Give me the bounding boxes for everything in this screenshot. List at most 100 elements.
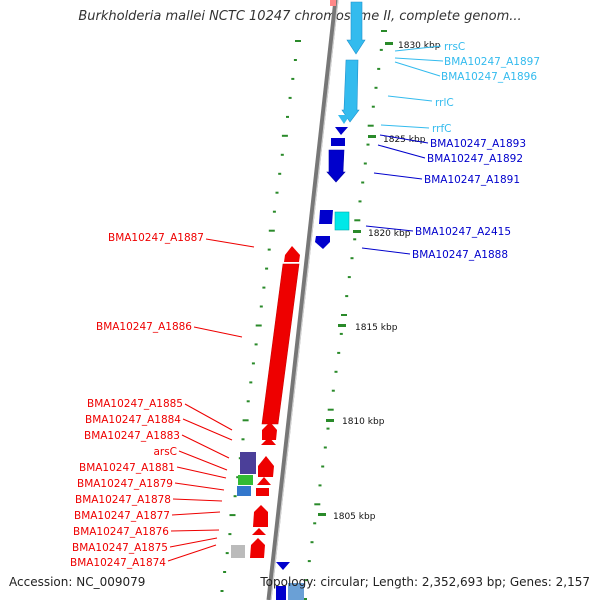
feature-A1892-head [331, 138, 345, 146]
tick-mark [242, 419, 249, 422]
gene-label-rrfC: rrfC [432, 123, 451, 135]
backbone-line [266, 0, 339, 600]
forward-features [276, 0, 366, 600]
tick-mark [321, 465, 325, 468]
feature-top-stub [330, 0, 336, 6]
tick-mark [305, 579, 309, 582]
feature-A1883 [240, 452, 256, 474]
reverse-features [231, 246, 300, 558]
tick-mark [228, 533, 232, 536]
feature-A1878 [237, 486, 251, 496]
gene-label-A1885: BMA10247_A1885 [87, 398, 183, 410]
feature-A1875 [252, 528, 266, 535]
tick-mark [358, 200, 362, 203]
gene-label-A1884: BMA10247_A1884 [85, 414, 181, 426]
gene-label-A1883: BMA10247_A1883 [84, 430, 180, 442]
backbone-highlight [270, 0, 339, 600]
tick-mark [291, 77, 295, 80]
tick-mark [377, 67, 381, 70]
tick-mark [251, 362, 255, 365]
tick-mark [255, 324, 262, 327]
tick-mark [229, 514, 236, 517]
kbp-label-1815: 1815 kbp [355, 323, 398, 333]
tick-mark [354, 219, 361, 222]
tick-mark [223, 571, 227, 573]
gene-label-A1881: BMA10247_A1881 [79, 462, 175, 474]
tick-mark [374, 86, 378, 89]
feature-A1885 [262, 422, 277, 440]
tick-mark [259, 305, 263, 308]
tick-mark [249, 381, 253, 384]
tick-mark [361, 181, 365, 184]
feature-rrsC [346, 1, 366, 55]
gene-label-A1893: BMA10247_A1893 [430, 138, 526, 150]
tick-mark [367, 124, 374, 127]
kbp-major-ticks [318, 42, 393, 516]
tick-mark [265, 267, 269, 270]
feature-A1888 [315, 236, 330, 249]
tick-mark [288, 96, 292, 99]
tick-mark [331, 389, 335, 392]
gene-label-rrsC: rrsC [444, 41, 465, 53]
tick-mark [363, 162, 367, 165]
gene-label-A1878: BMA10247_A1878 [75, 494, 171, 506]
tick-mark [379, 48, 383, 51]
kbp-label-1820: 1820 kbp [368, 229, 411, 239]
feature-A1893 [335, 127, 348, 135]
tick-mark [337, 351, 341, 354]
kbp-label-1810: 1810 kbp [342, 417, 385, 427]
gene-label-A1879: BMA10247_A1879 [77, 478, 173, 490]
tick-mark [233, 495, 237, 498]
tick-mark [318, 484, 322, 487]
tick-mark [313, 522, 317, 525]
tick-mark [339, 332, 343, 335]
tick-mark [341, 314, 347, 316]
left-gene-labels: BMA10247_A1887 BMA10247_A1886 BMA10247_A… [70, 232, 204, 569]
tick-mark [323, 446, 327, 449]
tick-mark [246, 400, 250, 403]
tick-mark [326, 427, 330, 430]
map-title: Burkholderia mallei NCTC 10247 chromosom… [78, 9, 522, 24]
tick-mark [307, 560, 311, 563]
gene-label-A1886: BMA10247_A1886 [96, 321, 192, 333]
tick-mark [268, 229, 275, 232]
gene-label-A1896: BMA10247_A1896 [441, 71, 537, 83]
tick-mark [254, 343, 258, 346]
tick-mark [345, 295, 349, 298]
accession-text: Accession: NC_009079 [9, 575, 146, 589]
right-gene-labels: rrsC BMA10247_A1897 BMA10247_A1896 rrlC … [412, 41, 540, 261]
feature-bottom-fwd-2 [288, 583, 304, 600]
tick-mark [220, 590, 224, 592]
tick-mark [353, 238, 357, 241]
tick-mark [350, 257, 354, 260]
feature-A1892 [326, 149, 346, 183]
feature-A1886 [261, 263, 300, 425]
kbp-label-1825: 1825 kbp [383, 135, 426, 145]
tick-mark [371, 105, 375, 108]
feature-A1881 [238, 475, 253, 485]
gene-label-rrlC: rrlC [435, 97, 454, 109]
tick-mark [295, 40, 301, 42]
tick-mark [225, 552, 229, 555]
tick-mark [327, 408, 334, 411]
right-leader-lines [361, 45, 444, 255]
tick-mark [278, 172, 282, 175]
kbp-label-1830: 1830 kbp [398, 41, 441, 51]
gene-label-A1877: BMA10247_A1877 [74, 510, 170, 522]
feature-arsC [258, 456, 274, 477]
tick-mark [310, 541, 314, 544]
tick-mark [286, 115, 289, 118]
feature-bottom-fwd [276, 562, 290, 570]
gene-label-A1892: BMA10247_A1892 [427, 153, 523, 165]
feature-rrlC [341, 59, 360, 123]
feature-bottom-fwd-3 [276, 586, 286, 600]
feature-rrfC [338, 115, 350, 124]
feature-A1887 [284, 246, 300, 262]
tick-mark [262, 286, 266, 289]
tick-mark [293, 59, 297, 61]
gene-label-A1891: BMA10247_A1891 [424, 174, 520, 186]
feature-A1891 [319, 210, 333, 224]
feature-grey-block [231, 545, 245, 558]
topology-text: Topology: circular; Length: 2,352,693 bp… [260, 575, 590, 589]
